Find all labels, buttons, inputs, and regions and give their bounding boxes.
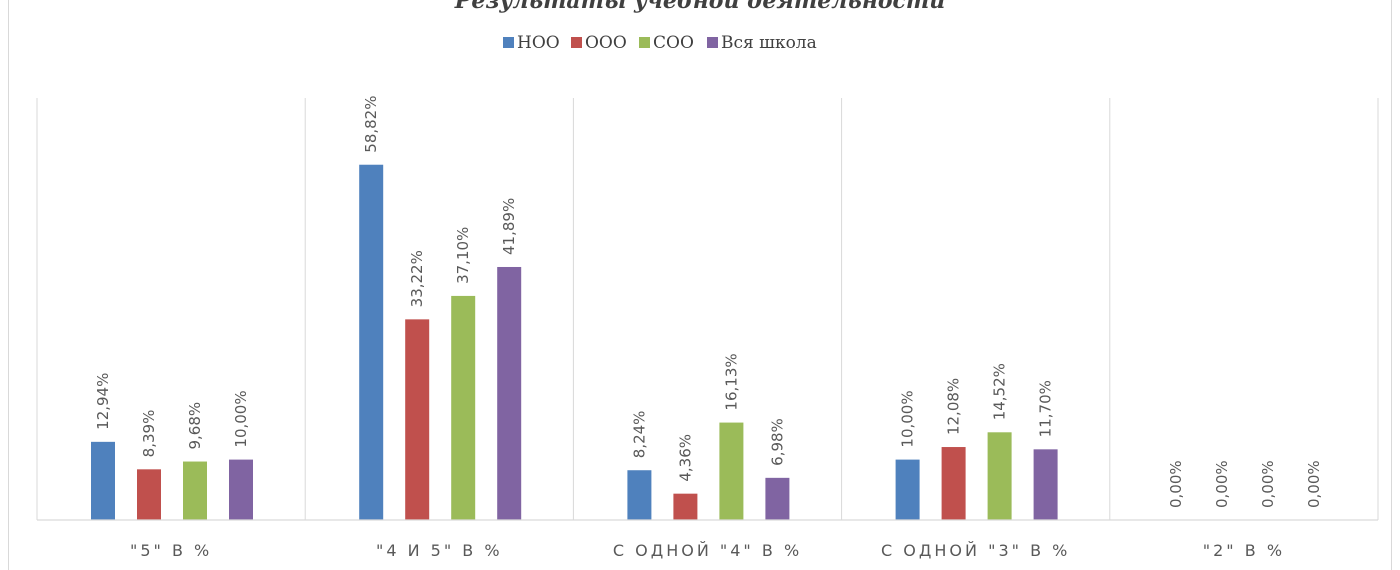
bar xyxy=(627,470,652,520)
legend-item: ООО xyxy=(571,33,627,53)
data-label: 9,68% xyxy=(186,402,204,450)
data-label: 33,22% xyxy=(408,250,426,307)
data-label: 12,94% xyxy=(94,373,112,430)
legend-label: Вся школа xyxy=(721,33,817,53)
category-separators xyxy=(36,98,1379,520)
bar xyxy=(765,477,790,520)
x-tick-label: "4 И 5" В % xyxy=(376,541,503,560)
legend-label: ООО xyxy=(585,33,627,53)
x-tick-label: С ОДНОЙ "3" В % xyxy=(881,541,1070,560)
data-label: 8,39% xyxy=(140,410,158,458)
data-label: 10,00% xyxy=(232,390,250,447)
data-label: 6,98% xyxy=(768,418,786,466)
data-label: 0,00% xyxy=(1305,460,1323,508)
legend-label: СОО xyxy=(653,33,694,53)
data-label: 16,13% xyxy=(722,353,740,410)
data-label: 8,24% xyxy=(630,411,648,459)
x-tick-label: "5" В % xyxy=(130,541,212,560)
legend-swatch xyxy=(503,37,514,48)
data-label: 58,82% xyxy=(362,96,380,153)
data-label: 11,70% xyxy=(1037,380,1055,437)
bar xyxy=(405,319,430,520)
bar xyxy=(183,461,207,520)
bar xyxy=(719,422,744,520)
bar xyxy=(91,441,115,520)
bar xyxy=(359,164,384,520)
bar xyxy=(451,295,476,520)
data-label: 0,00% xyxy=(1259,460,1277,508)
data-label: 41,89% xyxy=(500,198,518,255)
legend-label: НОО xyxy=(517,33,560,53)
data-labels: 12,94% 8,39% 9,68% 10,00% 58,82% 33,22% 37,10%… xyxy=(94,96,1323,508)
bar xyxy=(987,432,1012,520)
legend-swatch xyxy=(707,37,718,48)
legend-item: НОО xyxy=(503,33,560,53)
legend: НОО ООО СОО Вся школа xyxy=(503,33,817,53)
legend-item: СОО xyxy=(639,33,694,53)
bar xyxy=(895,459,920,520)
data-label: 0,00% xyxy=(1213,460,1231,508)
bar xyxy=(137,469,161,520)
data-label: 4,36% xyxy=(676,434,694,482)
data-label: 0,00% xyxy=(1167,460,1185,508)
x-tick-label: "2" В % xyxy=(1203,541,1285,560)
legend-swatch xyxy=(571,37,582,48)
bar xyxy=(497,266,522,520)
bar xyxy=(1033,449,1058,520)
legend-item: Вся школа xyxy=(707,33,817,53)
legend-swatch xyxy=(639,37,650,48)
x-tick-label: С ОДНОЙ "4" В % xyxy=(613,541,802,560)
chart-title: Результаты учебной деятельности xyxy=(454,0,945,14)
bar xyxy=(229,459,253,520)
data-label: 37,10% xyxy=(454,227,472,284)
bar xyxy=(673,493,698,520)
bar xyxy=(941,447,966,520)
bars xyxy=(91,164,1058,520)
x-axis-tick-labels: "5" В % "4 И 5" В % С ОДНОЙ "4" В % С ОДНОЙ… xyxy=(130,541,1285,560)
data-label: 14,52% xyxy=(991,363,1009,420)
data-label: 10,00% xyxy=(899,390,917,447)
data-label: 12,08% xyxy=(945,378,963,435)
